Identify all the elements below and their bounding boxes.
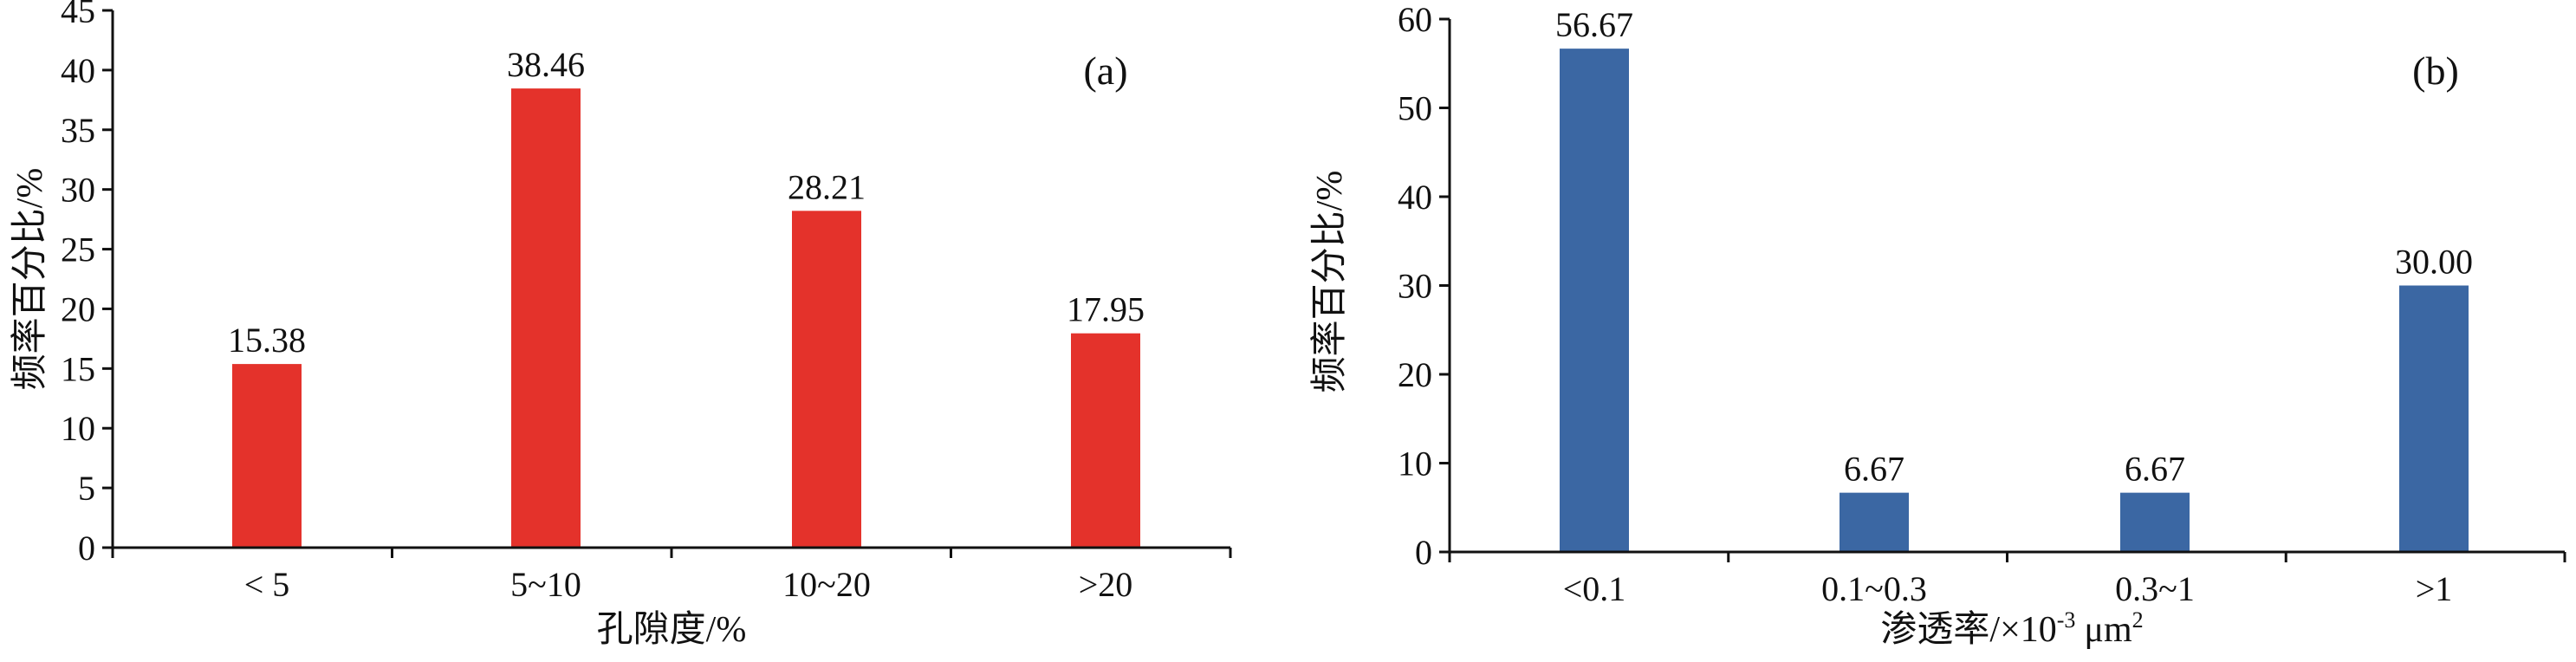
x-axis-title: 渗透率/×10-3 μm2 — [1880, 607, 2143, 650]
x-axis-title-unit-exponent: 2 — [2132, 607, 2144, 633]
panel-b-permeability-chart: 56.67 6.67 6.67 30.00 0 10 20 30 40 50 60 <0.1 0.1… — [1309, 0, 2566, 650]
y-axis-title: 频率百分比/% — [10, 168, 50, 391]
panel-label: (b) — [2412, 49, 2459, 93]
data-label: 15.38 — [228, 321, 306, 360]
y-tick-label: 0 — [78, 529, 95, 568]
bars-group — [232, 88, 1140, 548]
y-tick-label: 30 — [61, 171, 95, 210]
y-tick-label: 0 — [1415, 533, 1432, 572]
panel-label: (a) — [1083, 49, 1127, 93]
y-tick-label: 20 — [1398, 355, 1432, 394]
bar-4 — [1071, 333, 1140, 548]
data-label: 30.00 — [2395, 243, 2473, 282]
y-tick-label: 40 — [1398, 178, 1432, 217]
bar-1 — [1560, 49, 1629, 552]
data-label: 38.46 — [507, 45, 585, 84]
x-ticks-group: <0.1 0.1~0.3 0.3~1 >1 — [1448, 552, 2566, 608]
y-ticks-group: 0 5 10 15 20 25 30 35 40 45 — [61, 0, 113, 568]
x-tick-label: 0.1~0.3 — [1821, 569, 1927, 608]
x-tick-label: >1 — [2416, 569, 2453, 608]
y-tick-label: 5 — [78, 469, 95, 508]
x-tick-label: <0.1 — [1563, 569, 1626, 608]
y-axis-title: 频率百分比/% — [1309, 171, 1350, 393]
data-label: 6.67 — [1844, 450, 1904, 489]
y-tick-label: 25 — [61, 230, 95, 269]
x-ticks-group: < 5 5~10 10~20 >20 — [111, 548, 1232, 604]
y-tick-label: 50 — [1398, 89, 1432, 128]
x-tick-label: 5~10 — [510, 565, 581, 604]
x-axis-title: 孔隙度/% — [597, 610, 747, 650]
y-tick-label: 30 — [1398, 267, 1432, 306]
bar-3 — [2120, 492, 2190, 552]
data-label: 6.67 — [2125, 450, 2185, 489]
y-tick-label: 35 — [61, 111, 95, 150]
data-label: 28.21 — [788, 167, 866, 206]
x-axis-title-exponent: -3 — [2057, 607, 2076, 633]
y-tick-label: 40 — [61, 51, 95, 90]
y-tick-label: 60 — [1398, 0, 1432, 39]
y-tick-label: 20 — [61, 289, 95, 328]
x-tick-label: >20 — [1079, 565, 1133, 604]
y-tick-label: 15 — [61, 349, 95, 388]
x-axis-title-times: × — [2000, 610, 2021, 650]
y-tick-label: 10 — [61, 409, 95, 448]
bar-3 — [792, 211, 861, 548]
x-tick-label: 0.3~1 — [2115, 569, 2195, 608]
x-axis-title-base: 10 — [2021, 610, 2057, 650]
data-label: 56.67 — [1555, 5, 1633, 44]
y-ticks-group: 0 10 20 30 40 50 60 — [1398, 0, 1450, 572]
data-label: 17.95 — [1067, 290, 1145, 329]
bar-4 — [2399, 285, 2469, 552]
value-labels-group: 15.38 38.46 28.21 17.95 — [228, 45, 1145, 360]
bar-1 — [232, 364, 302, 548]
y-tick-label: 10 — [1398, 445, 1432, 484]
value-labels-group: 56.67 6.67 6.67 30.00 — [1555, 5, 2473, 489]
y-tick-label: 45 — [61, 0, 95, 30]
bar-2 — [1840, 492, 1909, 552]
x-axis-title-prefix: 渗透率/ — [1880, 609, 2000, 650]
x-tick-label: < 5 — [244, 565, 290, 604]
bars-group — [1560, 49, 2469, 552]
bar-2 — [511, 88, 581, 548]
x-axis-title-unit: μm — [2084, 610, 2132, 650]
x-tick-label: 10~20 — [782, 565, 871, 604]
